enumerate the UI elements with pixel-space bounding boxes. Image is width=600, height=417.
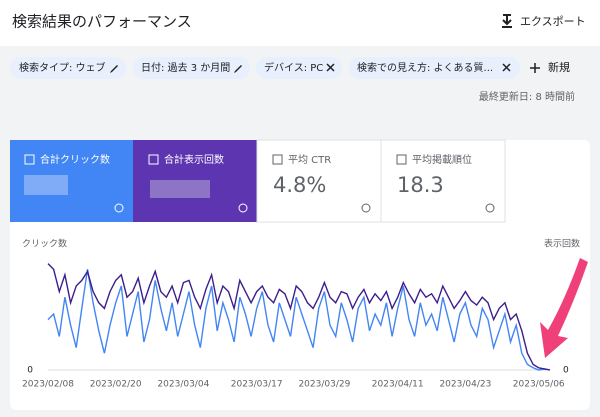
- x-tick-label: 2023/04/23: [439, 380, 491, 390]
- close-icon[interactable]: [326, 63, 335, 72]
- chip-label[interactable]: デバイス: PC: [264, 61, 323, 74]
- blurred-value: [150, 180, 210, 198]
- x-tick-label: 2023/02/20: [90, 380, 142, 390]
- card[interactable]: [380, 139, 506, 223]
- last-updated: 最終更新日: 8 時間前: [479, 90, 575, 103]
- x-tick-label: 2023/02/08: [22, 380, 74, 390]
- chip-label[interactable]: 日付: 過去 3 か月間: [141, 61, 230, 74]
- x-tick-label: 2023/03/29: [298, 380, 350, 390]
- series-line: [47, 269, 551, 371]
- checkbox[interactable]: [272, 154, 283, 165]
- x-tick-label: 2023/03/17: [231, 380, 283, 390]
- export-button[interactable]: エクスポート: [520, 15, 586, 28]
- close-icon[interactable]: [502, 63, 511, 72]
- card-value: 18.3: [397, 173, 444, 197]
- help-icon[interactable]: [238, 203, 248, 213]
- filter-chips: 検索タイプ: ウェブ 日付: 過去 3 か月間 デバイス: PC 検索での見え方…: [10, 57, 570, 79]
- series-line: [47, 263, 551, 371]
- card[interactable]: [256, 139, 382, 223]
- page-title: 検索結果のパフォーマンス: [12, 13, 192, 31]
- help-icon[interactable]: [485, 203, 495, 213]
- metric-cards: 合計クリック数 合計表示回数 平均 CTR 4.8% 平均掲載順位 18.3: [10, 139, 506, 223]
- chip[interactable]: [133, 57, 250, 79]
- chip[interactable]: [256, 57, 342, 79]
- help-icon[interactable]: [361, 203, 371, 213]
- add-icon[interactable]: [530, 63, 540, 73]
- x-tick-label: 2023/05/06: [513, 380, 565, 390]
- card-label: 合計表示回数: [164, 153, 224, 166]
- checkbox[interactable]: [148, 154, 159, 165]
- blurred-value: [24, 175, 68, 195]
- chip-label[interactable]: 検索での見え方: よくある質...: [357, 61, 493, 74]
- export-icon[interactable]: [502, 14, 512, 28]
- chip[interactable]: [349, 57, 520, 79]
- y-tick-label: 0: [27, 366, 33, 376]
- header-bar: [0, 0, 600, 46]
- card-label: 平均 CTR: [288, 154, 331, 166]
- y-axis-label: クリック数: [22, 238, 67, 250]
- x-tick-label: 2023/04/11: [372, 380, 424, 390]
- annotation-arrow: [540, 258, 588, 358]
- checkbox[interactable]: [396, 154, 407, 165]
- edit-icon[interactable]: [110, 65, 118, 73]
- new-filter[interactable]: 新規: [548, 60, 570, 74]
- card-label: 平均掲載順位: [412, 153, 472, 166]
- chip-label[interactable]: 検索タイプ: ウェブ: [19, 61, 106, 74]
- y2-axis-label: 表示回数: [544, 238, 580, 250]
- chart: 0 0 2023/02/08 2023/02/20 2023/03/04 2023/03/…: [22, 263, 569, 390]
- edit-icon[interactable]: [234, 65, 242, 73]
- x-tick-label: 2023/03/04: [157, 380, 209, 390]
- y2-tick-label: 0: [563, 366, 569, 376]
- chip[interactable]: [10, 57, 126, 79]
- help-icon[interactable]: [114, 203, 124, 213]
- card-label: 合計クリック数: [40, 153, 110, 166]
- card-value: 4.8%: [273, 173, 326, 197]
- checkbox[interactable]: [24, 154, 35, 165]
